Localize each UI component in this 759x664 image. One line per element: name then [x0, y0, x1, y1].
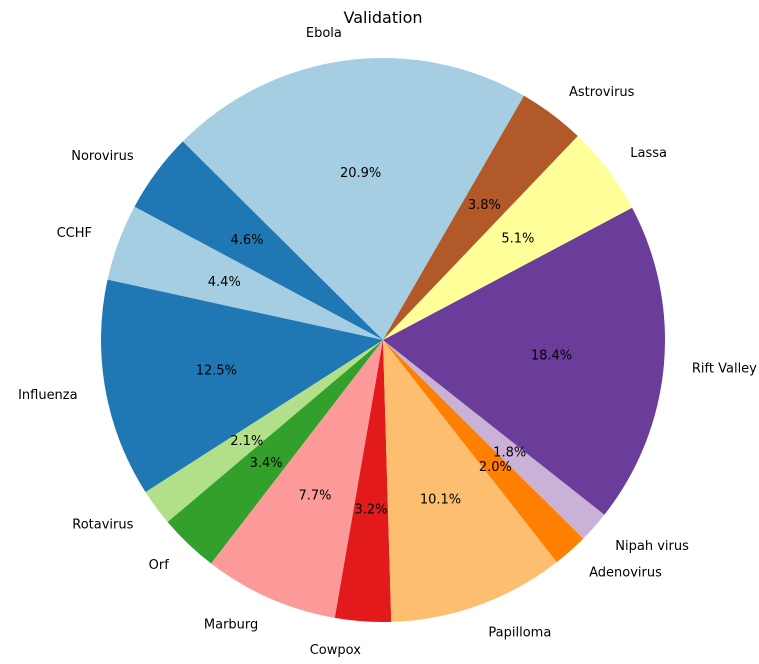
pie-slice: [167, 340, 383, 564]
pie-slice: [182, 57, 524, 340]
chart-title: Validation: [343, 8, 422, 27]
slice-label: Lassa: [630, 146, 667, 161]
percent-labels: 20.9% 4.6% 4.4% 12.5% 2.1% 3.4% 7.7% 3.2% 10.1% 2…: [196, 166, 572, 517]
slice-label: Norovirus: [71, 149, 134, 164]
slice-label: Influenza: [18, 388, 78, 403]
percent-label: 2.0%: [479, 460, 512, 475]
slice-label: Cowpox: [310, 643, 361, 658]
percent-label: 7.7%: [298, 488, 331, 503]
slice-label: Papilloma: [488, 625, 551, 640]
percent-label: 18.4%: [531, 349, 572, 364]
slice-label: Rotavirus: [72, 518, 133, 533]
pie-slice: [145, 340, 383, 523]
percent-label: 2.1%: [230, 434, 263, 449]
slice-label: Astrovirus: [569, 85, 635, 100]
pie-slice: [101, 279, 384, 493]
slice-label: Adenovirus: [589, 565, 662, 580]
slice-label: Marburg: [204, 618, 258, 633]
percent-label: 4.4%: [208, 275, 241, 290]
pie-slice: [383, 340, 605, 539]
pie-slice: [334, 340, 392, 623]
pie-slice: [107, 206, 383, 340]
pie-slices: [101, 57, 665, 623]
percent-label: 3.8%: [468, 198, 501, 213]
pie-slice: [134, 141, 383, 340]
percent-label: 4.6%: [230, 233, 263, 248]
slice-label: Orf: [149, 558, 170, 573]
percent-label: 3.4%: [250, 456, 283, 471]
slice-label: Nipah virus: [615, 539, 689, 554]
percent-label: 3.2%: [354, 502, 387, 517]
percent-label: 10.1%: [420, 493, 461, 508]
slice-label: Rift Valley: [692, 361, 757, 376]
pie-slice: [383, 340, 557, 622]
pie-slice: [383, 136, 633, 340]
percent-label: 1.8%: [493, 446, 526, 461]
slice-label: CCHF: [57, 226, 92, 241]
slice-label: Ebola: [306, 26, 342, 41]
pie-slice: [383, 95, 578, 340]
pie-slice: [383, 207, 665, 515]
pie-slice: [383, 340, 584, 563]
slice-labels: Ebola Norovirus CCHF Influenza Rotavirus Orf M…: [18, 26, 757, 658]
percent-label: 12.5%: [196, 363, 237, 378]
pie-slice: [211, 340, 383, 618]
percent-label: 5.1%: [501, 231, 534, 246]
percent-label: 20.9%: [340, 166, 381, 181]
